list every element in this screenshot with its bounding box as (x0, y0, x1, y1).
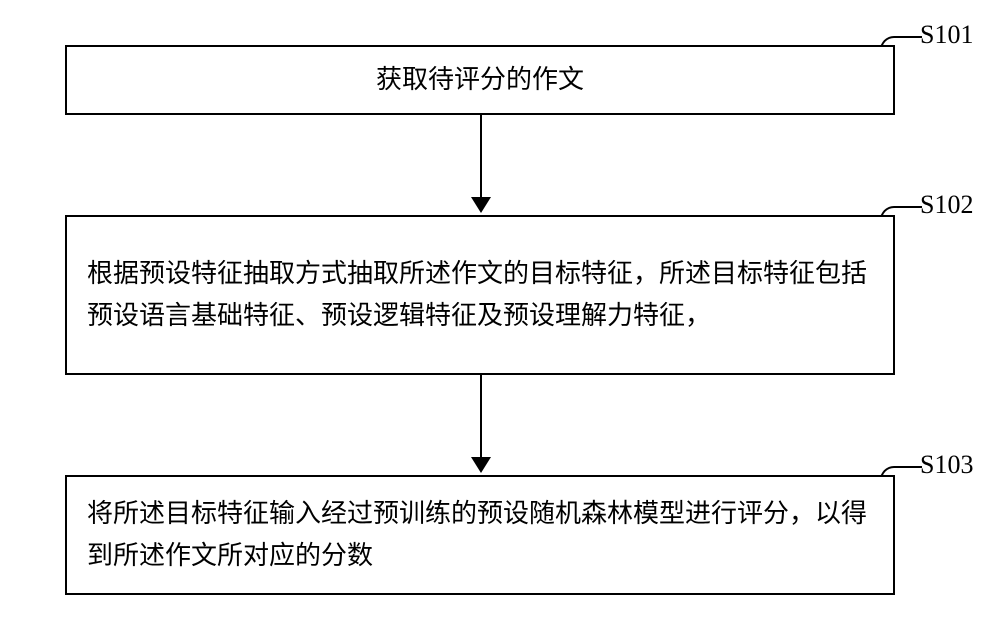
step-text-s103: 将所述目标特征输入经过预训练的预设随机森林模型进行评分，以得到所述作文所对应的分… (87, 493, 873, 576)
step-label-s103: S103 (920, 450, 973, 480)
arrow-head-1 (471, 197, 491, 213)
step-text-s101: 获取待评分的作文 (376, 59, 584, 101)
step-label-s101: S101 (920, 20, 973, 50)
arrow-line-1 (480, 115, 482, 197)
flowchart-container: S101 获取待评分的作文 S102 根据预设特征抽取方式抽取所述作文的目标特征… (0, 0, 1000, 630)
step-text-s102: 根据预设特征抽取方式抽取所述作文的目标特征，所述目标特征包括预设语言基础特征、预… (87, 253, 873, 336)
arrow-line-2 (480, 375, 482, 457)
arrow-head-2 (471, 457, 491, 473)
step-box-s102: 根据预设特征抽取方式抽取所述作文的目标特征，所述目标特征包括预设语言基础特征、预… (65, 215, 895, 375)
step-box-s101: 获取待评分的作文 (65, 45, 895, 115)
step-label-s102: S102 (920, 190, 973, 220)
step-box-s103: 将所述目标特征输入经过预训练的预设随机森林模型进行评分，以得到所述作文所对应的分… (65, 475, 895, 595)
